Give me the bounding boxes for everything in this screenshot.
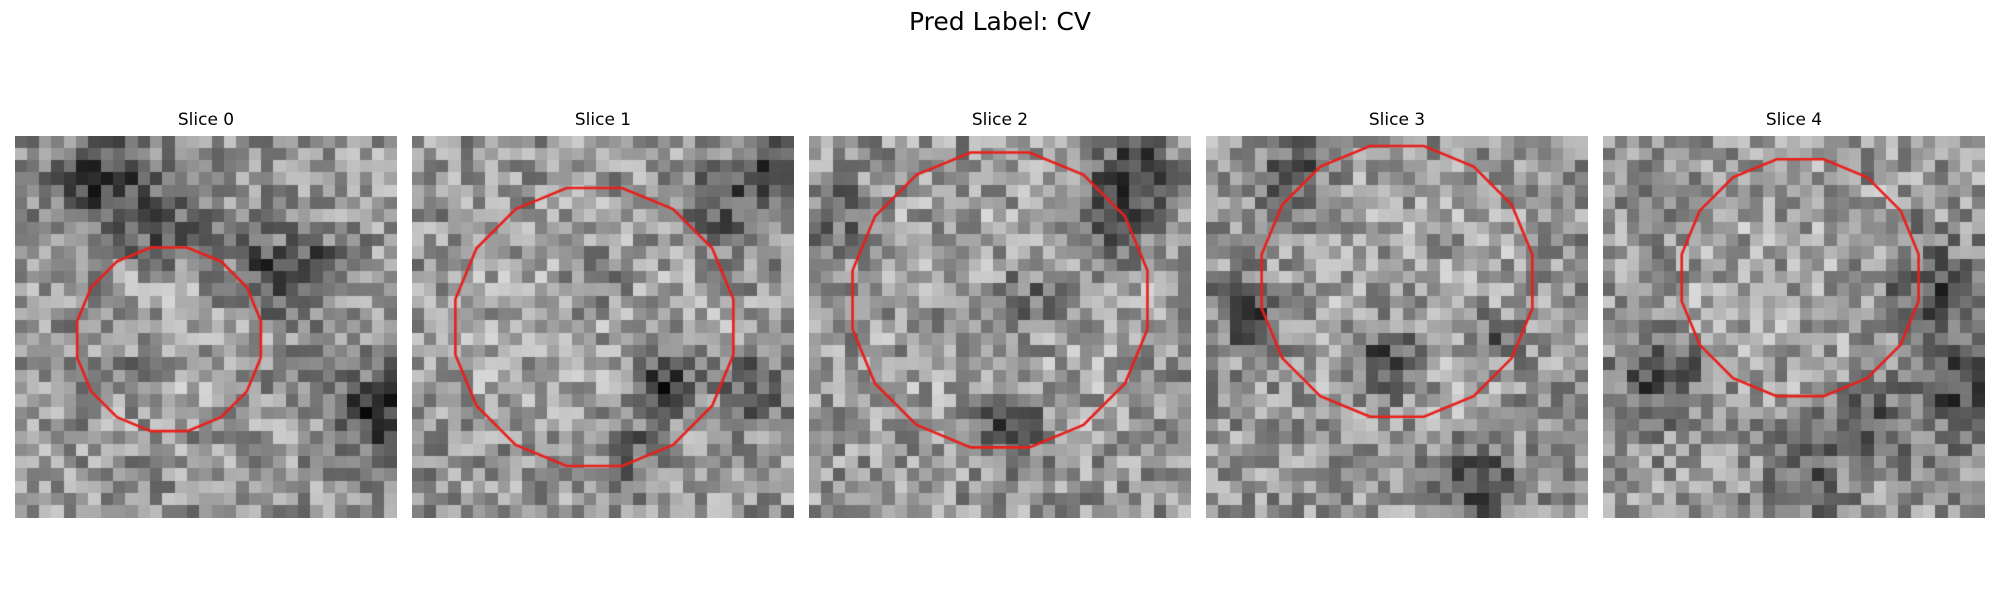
slice-title: Slice 3 [1368, 110, 1426, 130]
slice-image [412, 136, 794, 518]
slice-image [1603, 136, 1985, 518]
slice-title: Slice 1 [574, 110, 632, 130]
slice-panel-2: Slice 2 [809, 109, 1191, 518]
slice-panel-4: Slice 4 [1603, 109, 1985, 518]
slice-image [15, 136, 397, 518]
slice-panel-3: Slice 3 [1206, 109, 1588, 518]
slice-panel-1: Slice 1 [412, 109, 794, 518]
figure-title: Pred Label: CV [909, 7, 1091, 36]
slice-panel-0: Slice 0 [15, 109, 397, 518]
slice-title: Slice 2 [971, 110, 1029, 130]
slice-image [1206, 136, 1588, 518]
slice-title: Slice 4 [1765, 110, 1823, 130]
slice-image [809, 136, 1191, 518]
slice-title: Slice 0 [177, 110, 235, 130]
